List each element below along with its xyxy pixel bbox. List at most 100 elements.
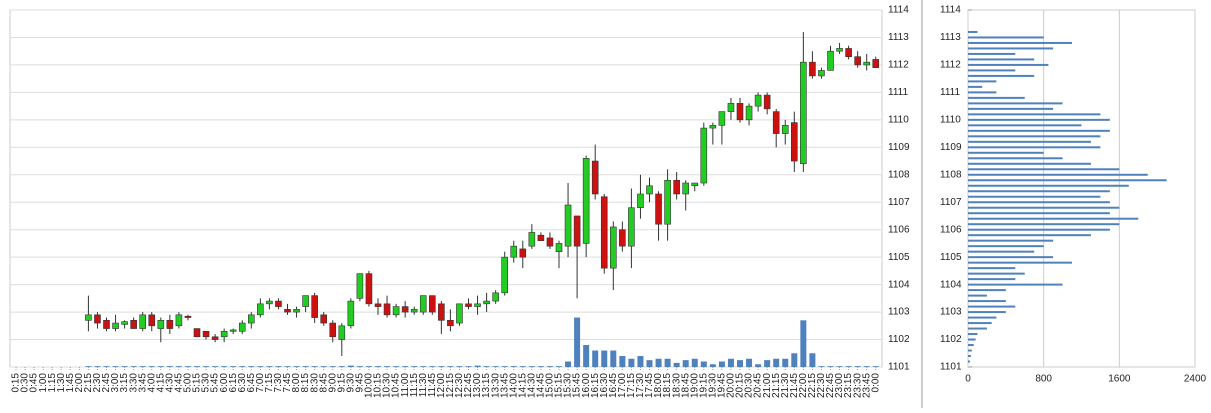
volume-bar — [574, 317, 581, 367]
volume-bar — [438, 366, 445, 367]
profile-y-tick-label: 1102 — [940, 334, 962, 345]
profile-bar — [968, 322, 992, 325]
profile-y-tick-label: 1105 — [940, 252, 962, 263]
x-tick-label: 4:45 — [174, 373, 185, 393]
profile-bar — [968, 195, 1101, 198]
volume-bar — [519, 366, 526, 367]
volume-bar — [175, 366, 182, 367]
candle-body — [166, 320, 174, 329]
candle-body — [94, 314, 101, 324]
candle-body — [438, 303, 445, 321]
profile-bar — [968, 300, 1006, 303]
x-tick-label: 13:45 — [499, 373, 510, 398]
volume-bar — [556, 366, 562, 367]
candle-body — [293, 309, 300, 313]
volume-bar — [700, 361, 707, 367]
candle-body — [790, 122, 798, 162]
candle-body — [546, 237, 554, 247]
volume-bar — [384, 366, 391, 367]
volume-bar — [537, 366, 544, 367]
volume-bar — [628, 358, 635, 367]
x-tick-label: 22:15 — [807, 373, 818, 398]
candle-body — [501, 256, 509, 294]
candle-body — [157, 320, 165, 329]
x-tick-label: 12:00 — [436, 373, 447, 398]
volume-bar — [329, 366, 336, 367]
volume-bar — [166, 366, 173, 367]
volume-bar — [782, 358, 789, 367]
profile-y-tick-label: 1103 — [940, 307, 962, 318]
volume-bar — [311, 366, 318, 367]
x-tick-label: 16:00 — [581, 373, 592, 398]
x-tick-label: 22:30 — [816, 373, 827, 398]
x-tick-label: 10:30 — [382, 373, 393, 398]
candle-body — [510, 245, 518, 258]
volume-bar — [619, 356, 626, 367]
volume-bar — [266, 366, 273, 367]
profile-bar — [968, 272, 1025, 275]
profile-bar — [968, 261, 1073, 264]
profile-bar — [968, 355, 971, 358]
x-tick-label: 15:15 — [554, 373, 565, 398]
y-tick-label: 1113 — [888, 32, 909, 43]
candle-body — [691, 182, 699, 187]
x-tick-label: 13:30 — [490, 373, 501, 398]
profile-bar — [968, 349, 972, 352]
profile-bar — [968, 47, 1054, 50]
profile-x-tick-label: 800 — [1035, 374, 1052, 385]
x-tick-label: 9:00 — [327, 373, 338, 393]
x-tick-label: 18:45 — [680, 373, 691, 398]
x-tick-label: 3:45 — [137, 373, 148, 393]
candle-body — [383, 303, 391, 316]
profile-bar — [968, 30, 978, 33]
volume-bar — [746, 358, 753, 367]
volume-bar — [637, 356, 644, 367]
candle-body — [311, 295, 318, 318]
profile-bar — [968, 113, 1101, 116]
x-tick-label: 5:00 — [183, 373, 194, 393]
candle-body — [763, 94, 771, 110]
volume-bar — [347, 365, 354, 367]
candle-body — [772, 111, 780, 134]
profile-bar — [968, 294, 987, 297]
candle-body — [220, 330, 228, 338]
profile-bar — [968, 118, 1110, 121]
candle-body — [139, 314, 146, 329]
volume-bar — [764, 360, 771, 367]
x-tick-label: 11:30 — [418, 373, 429, 398]
profile-bar — [968, 228, 1110, 231]
profile-bar — [968, 344, 974, 347]
x-tick-label: 5:45 — [210, 373, 221, 393]
y-tick-label: 1102 — [888, 334, 910, 345]
profile-frame — [967, 9, 1196, 368]
volume-bar — [85, 366, 92, 367]
volume-bar — [157, 366, 164, 367]
candle-body — [175, 314, 183, 327]
volume-bar — [845, 366, 852, 367]
candle-body — [872, 59, 880, 68]
candle-body — [112, 322, 119, 329]
x-tick-label: 15:00 — [545, 373, 556, 398]
candle-body — [628, 207, 635, 247]
profile-bar — [968, 157, 1063, 160]
candle-body — [211, 336, 219, 340]
profile-bar — [968, 179, 1167, 182]
volume-bar — [809, 353, 816, 367]
candle-body — [800, 61, 807, 165]
x-tick-label: 9:30 — [345, 373, 356, 393]
y-tick-label: 1107 — [888, 197, 910, 208]
profile-x-tick-label: 1600 — [1108, 374, 1131, 385]
profile-y-tick-label: 1106 — [940, 224, 962, 235]
x-tick-label: 3:30 — [128, 373, 139, 393]
profile-bar — [968, 63, 1049, 66]
profile-y-tick-label: 1111 — [940, 87, 960, 98]
profile-bar — [968, 184, 1129, 187]
profile-bar — [968, 91, 997, 94]
volume-bar — [492, 366, 499, 367]
volume-bar — [863, 366, 870, 367]
x-tick-label: 2:00 — [74, 373, 85, 393]
candle-body — [85, 314, 92, 321]
x-tick-label: 20:00 — [726, 373, 737, 398]
x-tick-label: 22:00 — [798, 373, 809, 398]
candle-body — [564, 204, 572, 247]
